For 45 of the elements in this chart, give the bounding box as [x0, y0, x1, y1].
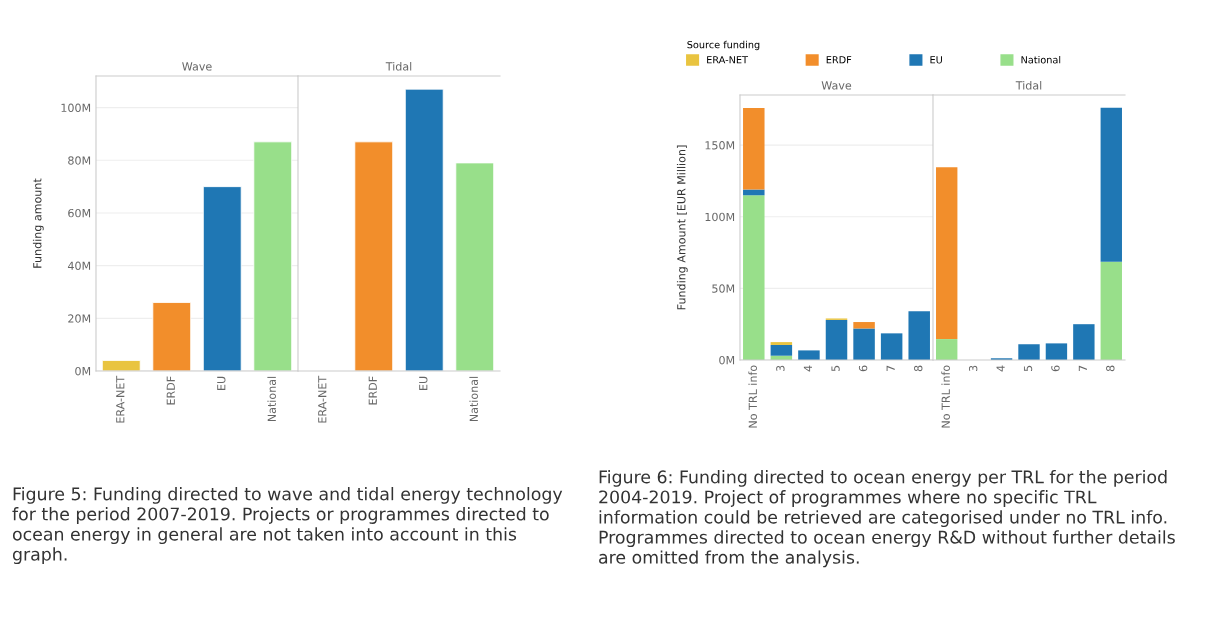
x-tick-label: ERA-NET — [116, 375, 125, 423]
chart-title: Wave — [182, 62, 212, 71]
legend-title: Source funding — [687, 40, 760, 51]
x-tick-label: 4 — [803, 365, 812, 372]
x-tick-label: No TRL info — [941, 365, 950, 428]
x-tick-label: No TRL info — [748, 365, 758, 428]
y-tick-label: 100M — [61, 103, 91, 112]
x-tick-label: National — [469, 376, 478, 422]
caption: Figure 6: Funding directed to ocean energy per TRL for the period 2004-2019. Project of programmes where no specific TRL information could be retrieved are categorised under no TRL info. Programmes directed to ocean energy R&D without further details are omitted from the analysis. — [599, 470, 1175, 568]
x-tick-label: 8 — [1106, 365, 1115, 372]
x-tick-label: 4 — [996, 365, 1005, 372]
y-tick-label: 80M — [68, 156, 91, 165]
x-tick-label: 6 — [1051, 365, 1060, 372]
legend-label: National — [1021, 55, 1061, 64]
x-tick-label: ERA-NET — [318, 375, 327, 423]
x-tick-label: EU — [419, 376, 428, 390]
x-tick-label: EU — [217, 376, 226, 390]
x-tick-label: 7 — [886, 365, 895, 372]
y-tick-label: 60M — [68, 208, 91, 218]
x-tick-label: ERDF — [166, 376, 175, 405]
legend-label: ERDF — [826, 56, 852, 64]
x-tick-label: 8 — [914, 365, 923, 372]
legend-label: ERA-NET — [707, 56, 749, 64]
x-tick-label: 3 — [968, 365, 978, 372]
legend-label: EU — [930, 56, 942, 64]
caption: Figure 5: Funding directed to wave and tidal energy technology for the period 2007-2019. Projects or programmes directed to ocean energy in general are not taken into account in this graph. — [12, 487, 563, 565]
x-tick-label: 7 — [1078, 365, 1087, 372]
x-tick-label: 5 — [1023, 365, 1033, 372]
y-axis-title: Funding Amount [EUR Million] — [676, 145, 688, 310]
y-tick-label: 20M — [68, 314, 91, 323]
chart-title: Tidal — [1015, 81, 1042, 90]
x-tick-label: 6 — [858, 365, 868, 372]
y-axis-title: Funding amount — [32, 178, 44, 268]
x-tick-label: ERDF — [368, 376, 377, 405]
y-tick-label: 50M — [712, 284, 735, 293]
x-tick-label: 3 — [776, 365, 785, 372]
chart-title: Wave — [821, 81, 852, 90]
y-tick-label: 40M — [67, 261, 91, 271]
x-tick-label: 5 — [831, 365, 840, 372]
x-tick-label: National — [267, 376, 276, 422]
chart-title: Tidal — [385, 62, 412, 71]
y-tick-label: 0M — [719, 355, 735, 365]
y-tick-label: 0M — [75, 366, 91, 376]
y-tick-label: 150M — [705, 141, 735, 150]
y-tick-label: 100M — [705, 212, 735, 222]
